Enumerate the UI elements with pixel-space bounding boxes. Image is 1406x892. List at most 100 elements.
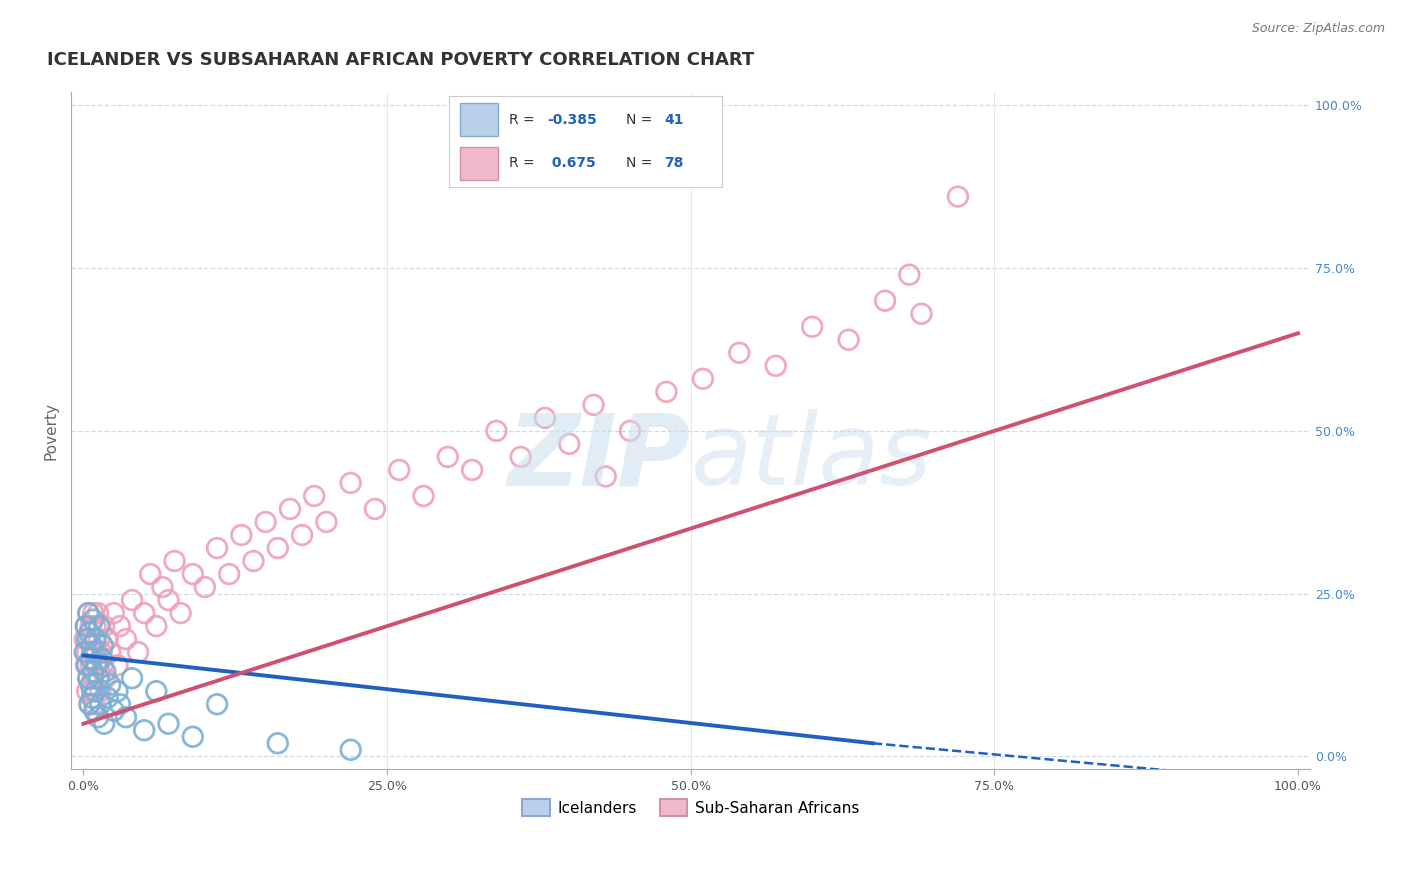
Point: [558, 437, 581, 451]
Y-axis label: Poverty: Poverty: [44, 402, 58, 460]
Point: [388, 463, 411, 477]
Point: [89, 697, 111, 711]
Point: [692, 372, 714, 386]
Point: [267, 541, 290, 555]
Point: [339, 743, 361, 757]
Point: [107, 658, 129, 673]
Point: [84, 658, 107, 673]
Point: [80, 619, 103, 633]
Point: [163, 554, 186, 568]
Point: [83, 697, 105, 711]
Point: [89, 632, 111, 647]
Point: [87, 671, 110, 685]
Point: [76, 632, 98, 647]
Point: [79, 697, 101, 711]
Point: [86, 658, 108, 673]
Point: [98, 645, 121, 659]
Point: [73, 645, 96, 659]
Point: [90, 645, 112, 659]
Text: Source: ZipAtlas.com: Source: ZipAtlas.com: [1251, 22, 1385, 36]
Point: [97, 690, 120, 705]
Point: [509, 450, 531, 464]
Point: [91, 639, 114, 653]
Point: [103, 606, 125, 620]
Point: [267, 736, 290, 750]
Point: [157, 593, 180, 607]
Point: [76, 658, 98, 673]
Point: [76, 684, 98, 698]
Point: [838, 333, 860, 347]
Point: [595, 469, 617, 483]
Point: [80, 651, 103, 665]
Point: [910, 307, 932, 321]
Point: [205, 541, 228, 555]
Point: [873, 293, 896, 308]
Point: [108, 619, 131, 633]
Point: [97, 632, 120, 647]
Point: [75, 658, 97, 673]
Point: [139, 567, 162, 582]
Point: [121, 593, 143, 607]
Point: [82, 606, 104, 620]
Point: [84, 619, 107, 633]
Point: [80, 684, 103, 698]
Point: [83, 704, 105, 718]
Point: [79, 632, 101, 647]
Point: [103, 704, 125, 718]
Point: [89, 684, 111, 698]
Point: [218, 567, 240, 582]
Point: [115, 710, 138, 724]
Point: [87, 606, 110, 620]
Point: [87, 710, 110, 724]
Point: [194, 580, 217, 594]
Point: [291, 528, 314, 542]
Text: atlas: atlas: [690, 409, 932, 507]
Point: [152, 580, 174, 594]
Legend: Icelanders, Sub-Saharan Africans: Icelanders, Sub-Saharan Africans: [516, 793, 865, 822]
Point: [80, 690, 103, 705]
Point: [80, 658, 103, 673]
Point: [242, 554, 264, 568]
Point: [93, 716, 115, 731]
Point: [79, 697, 101, 711]
Point: [134, 723, 156, 738]
Point: [169, 606, 191, 620]
Point: [898, 268, 921, 282]
Point: [339, 475, 361, 490]
Point: [77, 606, 100, 620]
Point: [946, 189, 969, 203]
Point: [461, 463, 484, 477]
Point: [77, 671, 100, 685]
Point: [80, 645, 103, 659]
Point: [77, 671, 100, 685]
Point: [82, 665, 104, 679]
Point: [84, 684, 107, 698]
Point: [302, 489, 325, 503]
Point: [181, 567, 204, 582]
Point: [205, 697, 228, 711]
Point: [278, 502, 301, 516]
Point: [364, 502, 387, 516]
Point: [73, 632, 96, 647]
Point: [84, 632, 107, 647]
Point: [437, 450, 460, 464]
Point: [83, 632, 105, 647]
Point: [75, 619, 97, 633]
Text: ICELANDER VS SUBSAHARAN AFRICAN POVERTY CORRELATION CHART: ICELANDER VS SUBSAHARAN AFRICAN POVERTY …: [46, 51, 754, 69]
Point: [82, 671, 104, 685]
Point: [115, 632, 138, 647]
Point: [75, 619, 97, 633]
Point: [86, 645, 108, 659]
Point: [77, 606, 100, 620]
Point: [121, 671, 143, 685]
Point: [655, 384, 678, 399]
Point: [534, 410, 557, 425]
Point: [231, 528, 253, 542]
Point: [76, 645, 98, 659]
Point: [134, 606, 156, 620]
Point: [89, 619, 111, 633]
Point: [765, 359, 787, 373]
Point: [91, 658, 114, 673]
Point: [181, 730, 204, 744]
Point: [801, 319, 824, 334]
